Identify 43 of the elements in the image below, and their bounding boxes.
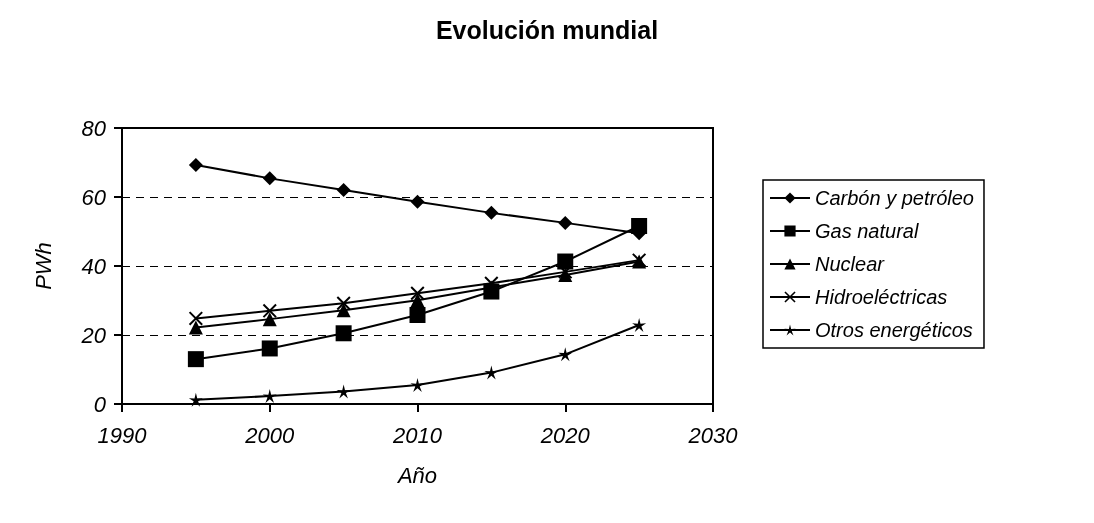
point [558, 347, 573, 362]
point [262, 312, 277, 327]
point [336, 296, 351, 311]
point [632, 317, 647, 332]
point [483, 283, 500, 300]
point [188, 392, 203, 407]
legend-label: Gas natural [815, 220, 919, 242]
y-axis-title: PWh [30, 242, 56, 290]
legend-label: Otros energéticos [815, 319, 973, 341]
x-axis-title: Año [395, 462, 438, 488]
point [336, 303, 351, 318]
point [336, 384, 351, 399]
point [484, 365, 499, 380]
point [410, 293, 425, 308]
chart-title: Evolución mundial [435, 15, 659, 44]
point [262, 389, 277, 404]
legend-label: Nuclear [815, 253, 886, 275]
point [558, 215, 573, 230]
point [484, 205, 499, 220]
point [336, 183, 351, 198]
point [262, 171, 277, 186]
point [335, 325, 352, 342]
y-tick-label: 0 [93, 391, 107, 417]
point [187, 351, 204, 368]
y-tick-label: 60 [81, 184, 107, 210]
point [410, 286, 425, 301]
x-tick-label: 2030 [687, 422, 739, 448]
point [188, 320, 203, 335]
legend-label: Carbón y petróleo [815, 187, 974, 209]
y-tick-label: 40 [81, 253, 107, 279]
point [410, 378, 425, 393]
x-tick-label: 2010 [392, 422, 443, 448]
y-tick-label: 80 [81, 115, 107, 141]
legend-label: Hidroeléctricas [815, 286, 948, 308]
point [188, 157, 203, 172]
x-tick-label: 2000 [244, 422, 295, 448]
x-tick-label: 1990 [97, 422, 148, 448]
point [410, 194, 425, 209]
x-tick-label: 2020 [539, 422, 591, 448]
point [261, 340, 278, 357]
point [557, 253, 574, 270]
y-tick-label: 20 [80, 322, 107, 348]
point [409, 306, 426, 323]
